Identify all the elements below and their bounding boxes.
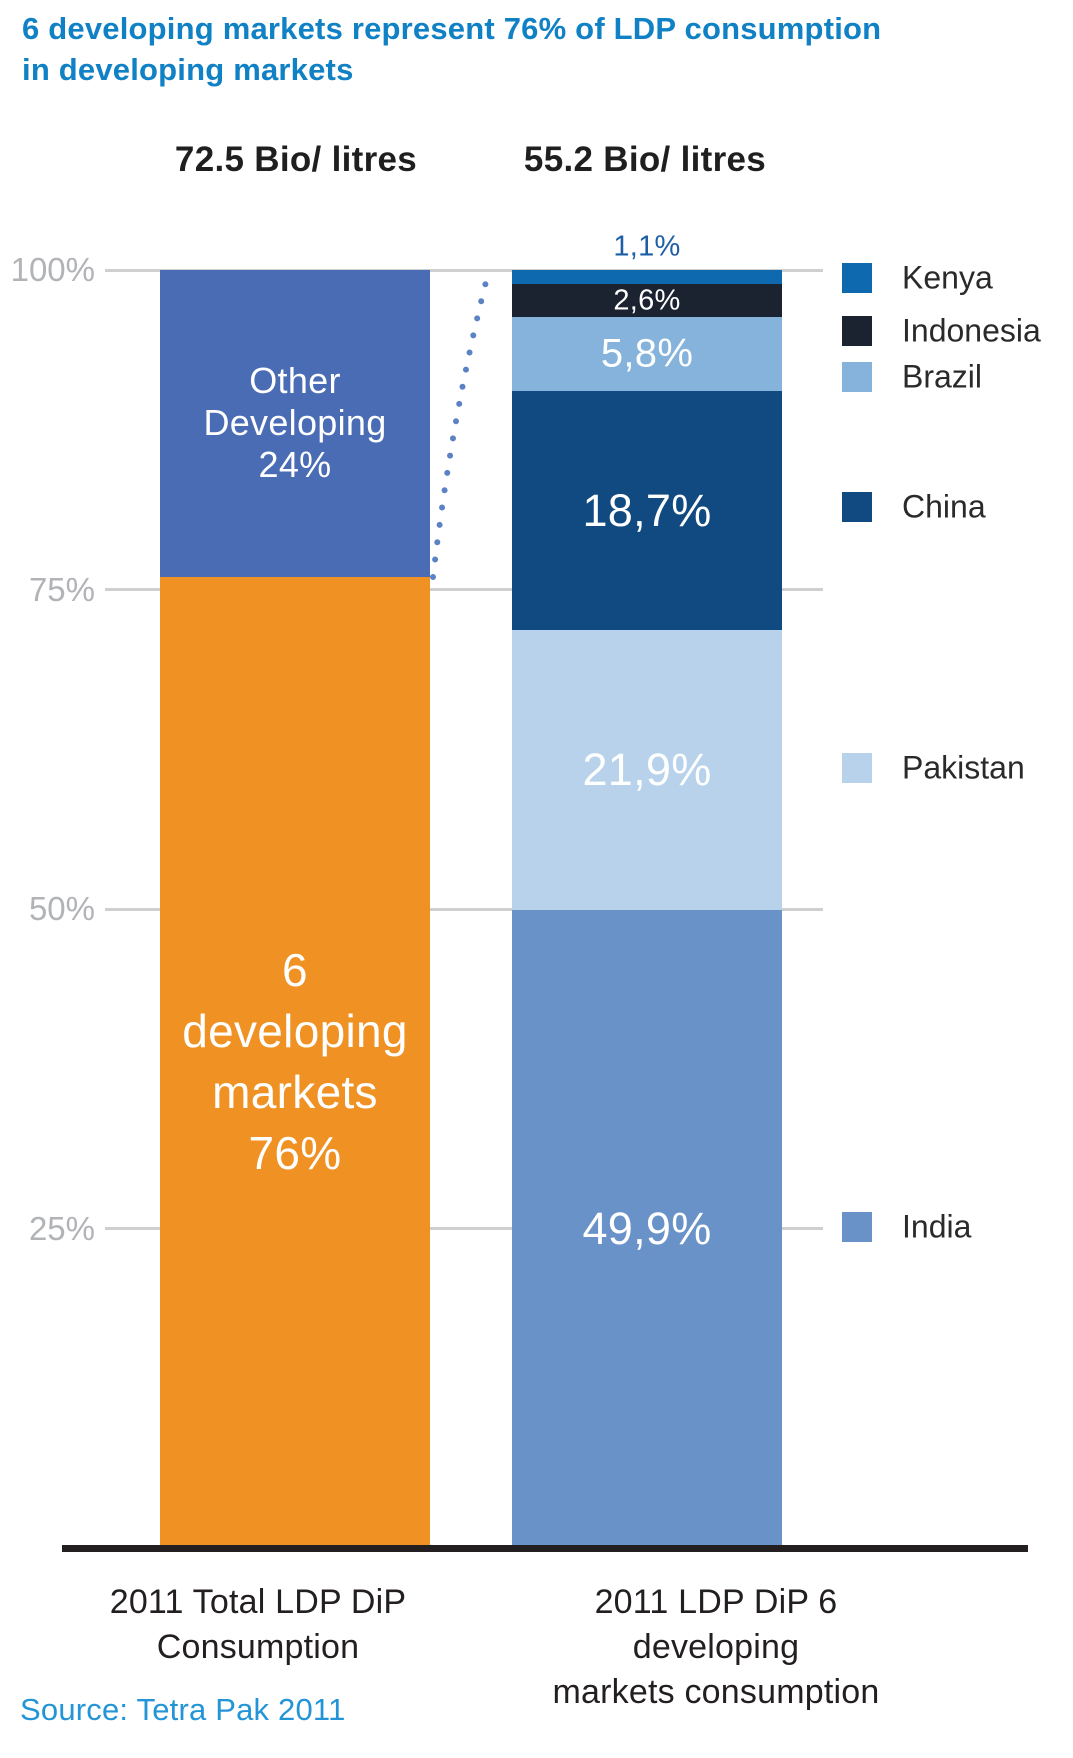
gridline-50% — [105, 907, 823, 911]
source-note: Source: Tetra Pak 2011 — [20, 1692, 346, 1727]
legend-swatch-india — [842, 1212, 872, 1242]
segment-brazil — [512, 317, 782, 392]
segment-label-pakistan: 21,9% — [582, 744, 712, 796]
segment-indonesia — [512, 284, 782, 318]
legend-label-indonesia: Indonesia — [902, 312, 1041, 349]
gridline-25% — [105, 1227, 823, 1230]
legend-label-china: China — [902, 488, 986, 525]
total-label-right: 55.2 Bio/ litres — [523, 140, 767, 179]
legend-label-pakistan: Pakistan — [902, 749, 1025, 786]
segment-kenya — [512, 270, 782, 285]
chart-title: 6 developing markets represent 76% of LD… — [22, 11, 882, 87]
x-axis-label-right: 2011 LDP DiP 6 developing markets consum… — [552, 1583, 880, 1711]
segment-label-6-developing-markets: 6 developing markets 76% — [182, 944, 408, 1180]
segment-label-other-developing: Other Developing 24% — [203, 360, 387, 486]
y-tick-label-100%: 100% — [10, 251, 95, 288]
x-axis-line — [62, 1545, 1028, 1552]
segment-label-brazil: 5,8% — [600, 331, 694, 376]
legend-swatch-indonesia — [842, 316, 872, 346]
legend-label-brazil: Brazil — [902, 358, 983, 395]
y-tick-label-75%: 75% — [28, 570, 95, 608]
legend-swatch-pakistan — [842, 753, 872, 783]
segment-other-developing — [160, 270, 430, 577]
legend-label-india: India — [902, 1208, 972, 1245]
segment-pakistan — [512, 630, 782, 911]
segment-6-developing-markets — [160, 576, 430, 1548]
segment-china — [512, 391, 782, 631]
segment-india — [512, 910, 782, 1548]
segment-label-kenya: 1,1% — [613, 230, 681, 263]
legend-swatch-china — [842, 492, 872, 522]
y-tick-label-25%: 25% — [28, 1209, 95, 1247]
legend-swatch-kenya — [842, 263, 872, 293]
total-label-left: 72.5 Bio/ litres — [174, 140, 418, 179]
gridline-100% — [105, 268, 823, 272]
gridline-75% — [105, 588, 823, 591]
segment-label-china: 18,7% — [582, 484, 712, 536]
segment-label-indonesia: 2,6% — [613, 284, 681, 317]
x-axis-label-left: 2011 Total LDP DiP Consumption — [109, 1583, 407, 1666]
legend-swatch-brazil — [842, 362, 872, 392]
legend-label-kenya: Kenya — [902, 259, 993, 296]
segment-label-india: 49,9% — [582, 1203, 712, 1255]
y-tick-label-50%: 50% — [28, 890, 95, 927]
